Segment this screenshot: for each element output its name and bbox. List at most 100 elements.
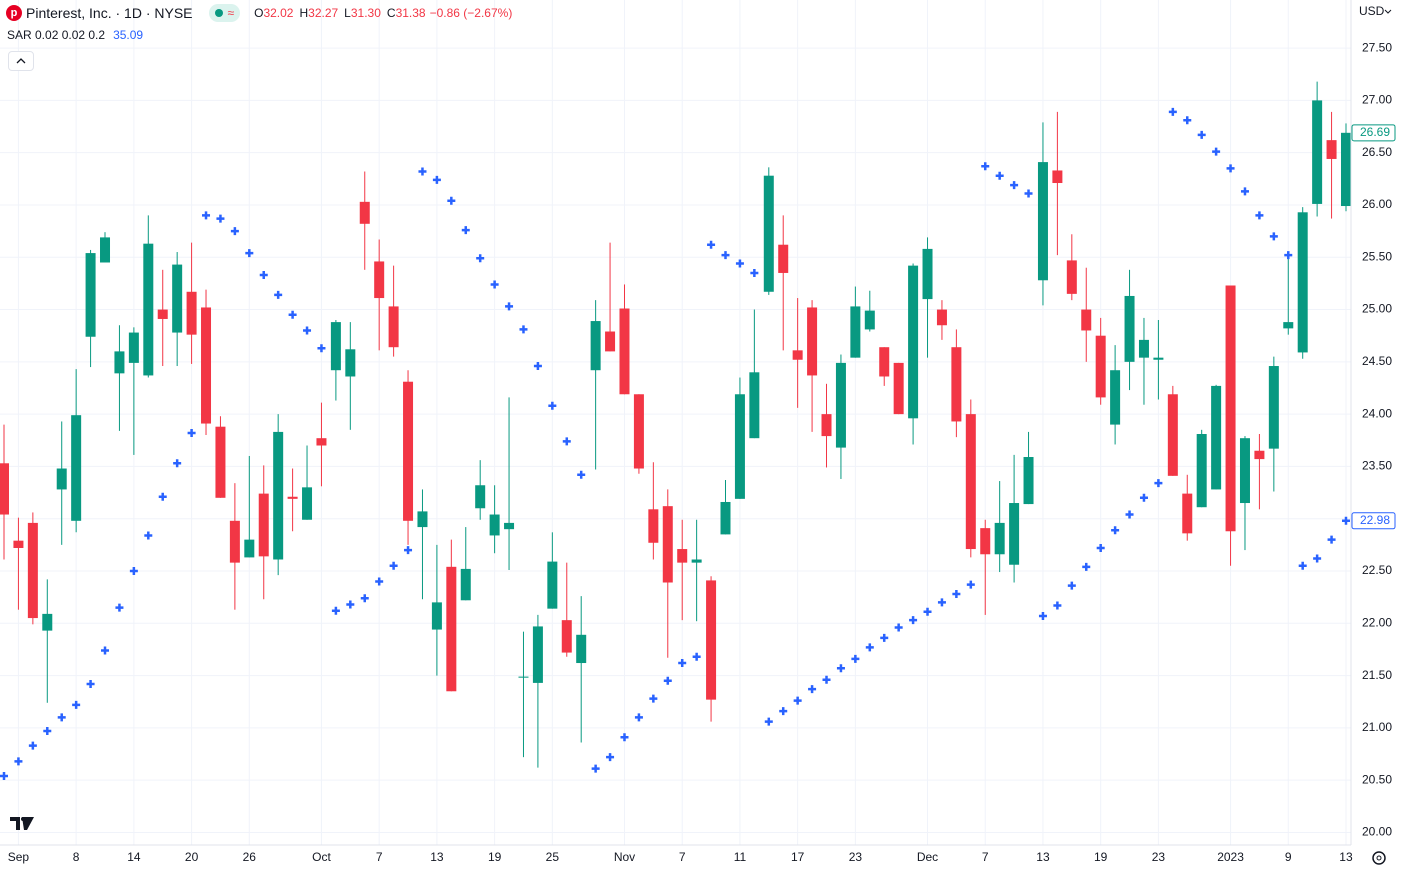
sar-point: [894, 623, 903, 632]
candle-body: [1124, 295, 1135, 362]
x-tick-label: Nov: [614, 850, 635, 864]
candle-body: [1081, 309, 1092, 331]
y-tick-label: 23.50: [1362, 459, 1392, 473]
candle-body: [1340, 132, 1351, 207]
sar-point: [216, 214, 225, 223]
sar-point: [764, 717, 773, 726]
sar-point: [779, 707, 788, 716]
candle-body: [821, 414, 832, 437]
candle-body: [648, 509, 659, 543]
sar-point: [1183, 116, 1192, 125]
candle-body: [633, 394, 644, 469]
candle-body: [922, 248, 933, 300]
candle-body: [258, 493, 269, 557]
sar-point: [1096, 543, 1105, 552]
sar-point: [476, 254, 485, 263]
market-status[interactable]: ≈: [208, 4, 241, 22]
ohlc-value: 31.38: [395, 6, 426, 20]
sar-point: [101, 646, 110, 655]
candle-body: [1268, 366, 1279, 449]
currency[interactable]: USD: [1359, 4, 1385, 18]
ohlc-label: H: [299, 6, 309, 20]
x-tick-label: 8: [73, 850, 80, 864]
currency-button[interactable]: [1356, 2, 1396, 22]
sar-point: [230, 227, 239, 236]
candle-body: [1023, 457, 1034, 505]
ohlc-item: H32.27: [299, 6, 338, 20]
candle-body: [114, 351, 125, 374]
sar-point: [1154, 479, 1163, 488]
sar-point: [533, 362, 542, 371]
sar-point: [952, 590, 961, 599]
sar-point: [880, 633, 889, 642]
sar-point: [86, 679, 95, 688]
sar-point: [43, 727, 52, 736]
sar-point: [678, 659, 687, 668]
collapse-icon: [16, 58, 26, 64]
price-tag-box: [1351, 124, 1396, 142]
ohlc-item: C31.38: [387, 6, 426, 20]
x-tick-label: 17: [791, 850, 805, 864]
sar-point: [288, 310, 297, 319]
sar-point: [1284, 251, 1293, 260]
x-tick-label: 7: [679, 850, 686, 864]
sar-point: [1053, 601, 1062, 610]
y-tick-label: 21.00: [1362, 720, 1392, 734]
y-tick-label: 20.50: [1362, 772, 1392, 786]
x-tick-label: Dec: [917, 850, 938, 864]
marks: [0, 81, 1351, 780]
x-tick-label: 9: [1285, 850, 1292, 864]
x-tick-label: 25: [546, 850, 560, 864]
candle-body: [1138, 339, 1149, 358]
x-tick-label: 11: [734, 850, 747, 864]
sar-point: [274, 290, 283, 299]
x-tick-label: 19: [1094, 850, 1108, 864]
candle-body: [273, 431, 284, 560]
sar-point: [1255, 211, 1264, 220]
symbol-logo: p: [6, 5, 22, 21]
candle-body: [201, 307, 212, 424]
sar-point: [735, 259, 744, 268]
sar-point: [606, 753, 615, 762]
candle-body: [547, 561, 558, 609]
settings-icon[interactable]: [1372, 851, 1386, 865]
sar-point: [505, 302, 514, 311]
currency-caret: [1384, 9, 1392, 14]
x-tick-label: 13: [1339, 850, 1353, 864]
sar-point: [461, 226, 470, 235]
sar-point: [360, 594, 369, 603]
candle-body: [850, 306, 861, 358]
sar-point: [692, 652, 701, 661]
sar-point: [808, 685, 817, 694]
sar-point: [144, 531, 153, 540]
x-tick-label: 2023: [1217, 850, 1244, 864]
sar-point: [490, 280, 499, 289]
sar-point: [1111, 526, 1120, 535]
sar-point: [865, 643, 874, 652]
candle-body: [417, 511, 428, 528]
x-tick-label: 23: [1152, 850, 1166, 864]
sar-point: [519, 325, 528, 334]
sar-point: [1082, 562, 1091, 571]
sar-point: [822, 675, 831, 684]
candle-body: [388, 306, 399, 348]
y-tick-label: 24.00: [1362, 406, 1392, 420]
candle-body: [749, 372, 760, 439]
candle-body: [287, 496, 298, 499]
sar-point: [14, 757, 23, 766]
sar-point: [995, 171, 1004, 180]
collapse-button[interactable]: [8, 51, 34, 71]
candle-body: [85, 253, 96, 337]
sar-point: [0, 771, 8, 780]
candle-body: [951, 347, 962, 422]
candle-body: [778, 244, 789, 273]
y-tick-label: 24.50: [1362, 354, 1392, 368]
ohlc-values: O32.02 H32.27 L31.30 C31.38: [254, 6, 426, 20]
y-tick-label: 26.50: [1362, 145, 1392, 159]
y-tick-label: 27.00: [1362, 93, 1392, 107]
price-tag: 22.98: [1360, 513, 1390, 527]
sar-point: [245, 249, 254, 258]
sar-point: [1226, 164, 1235, 173]
